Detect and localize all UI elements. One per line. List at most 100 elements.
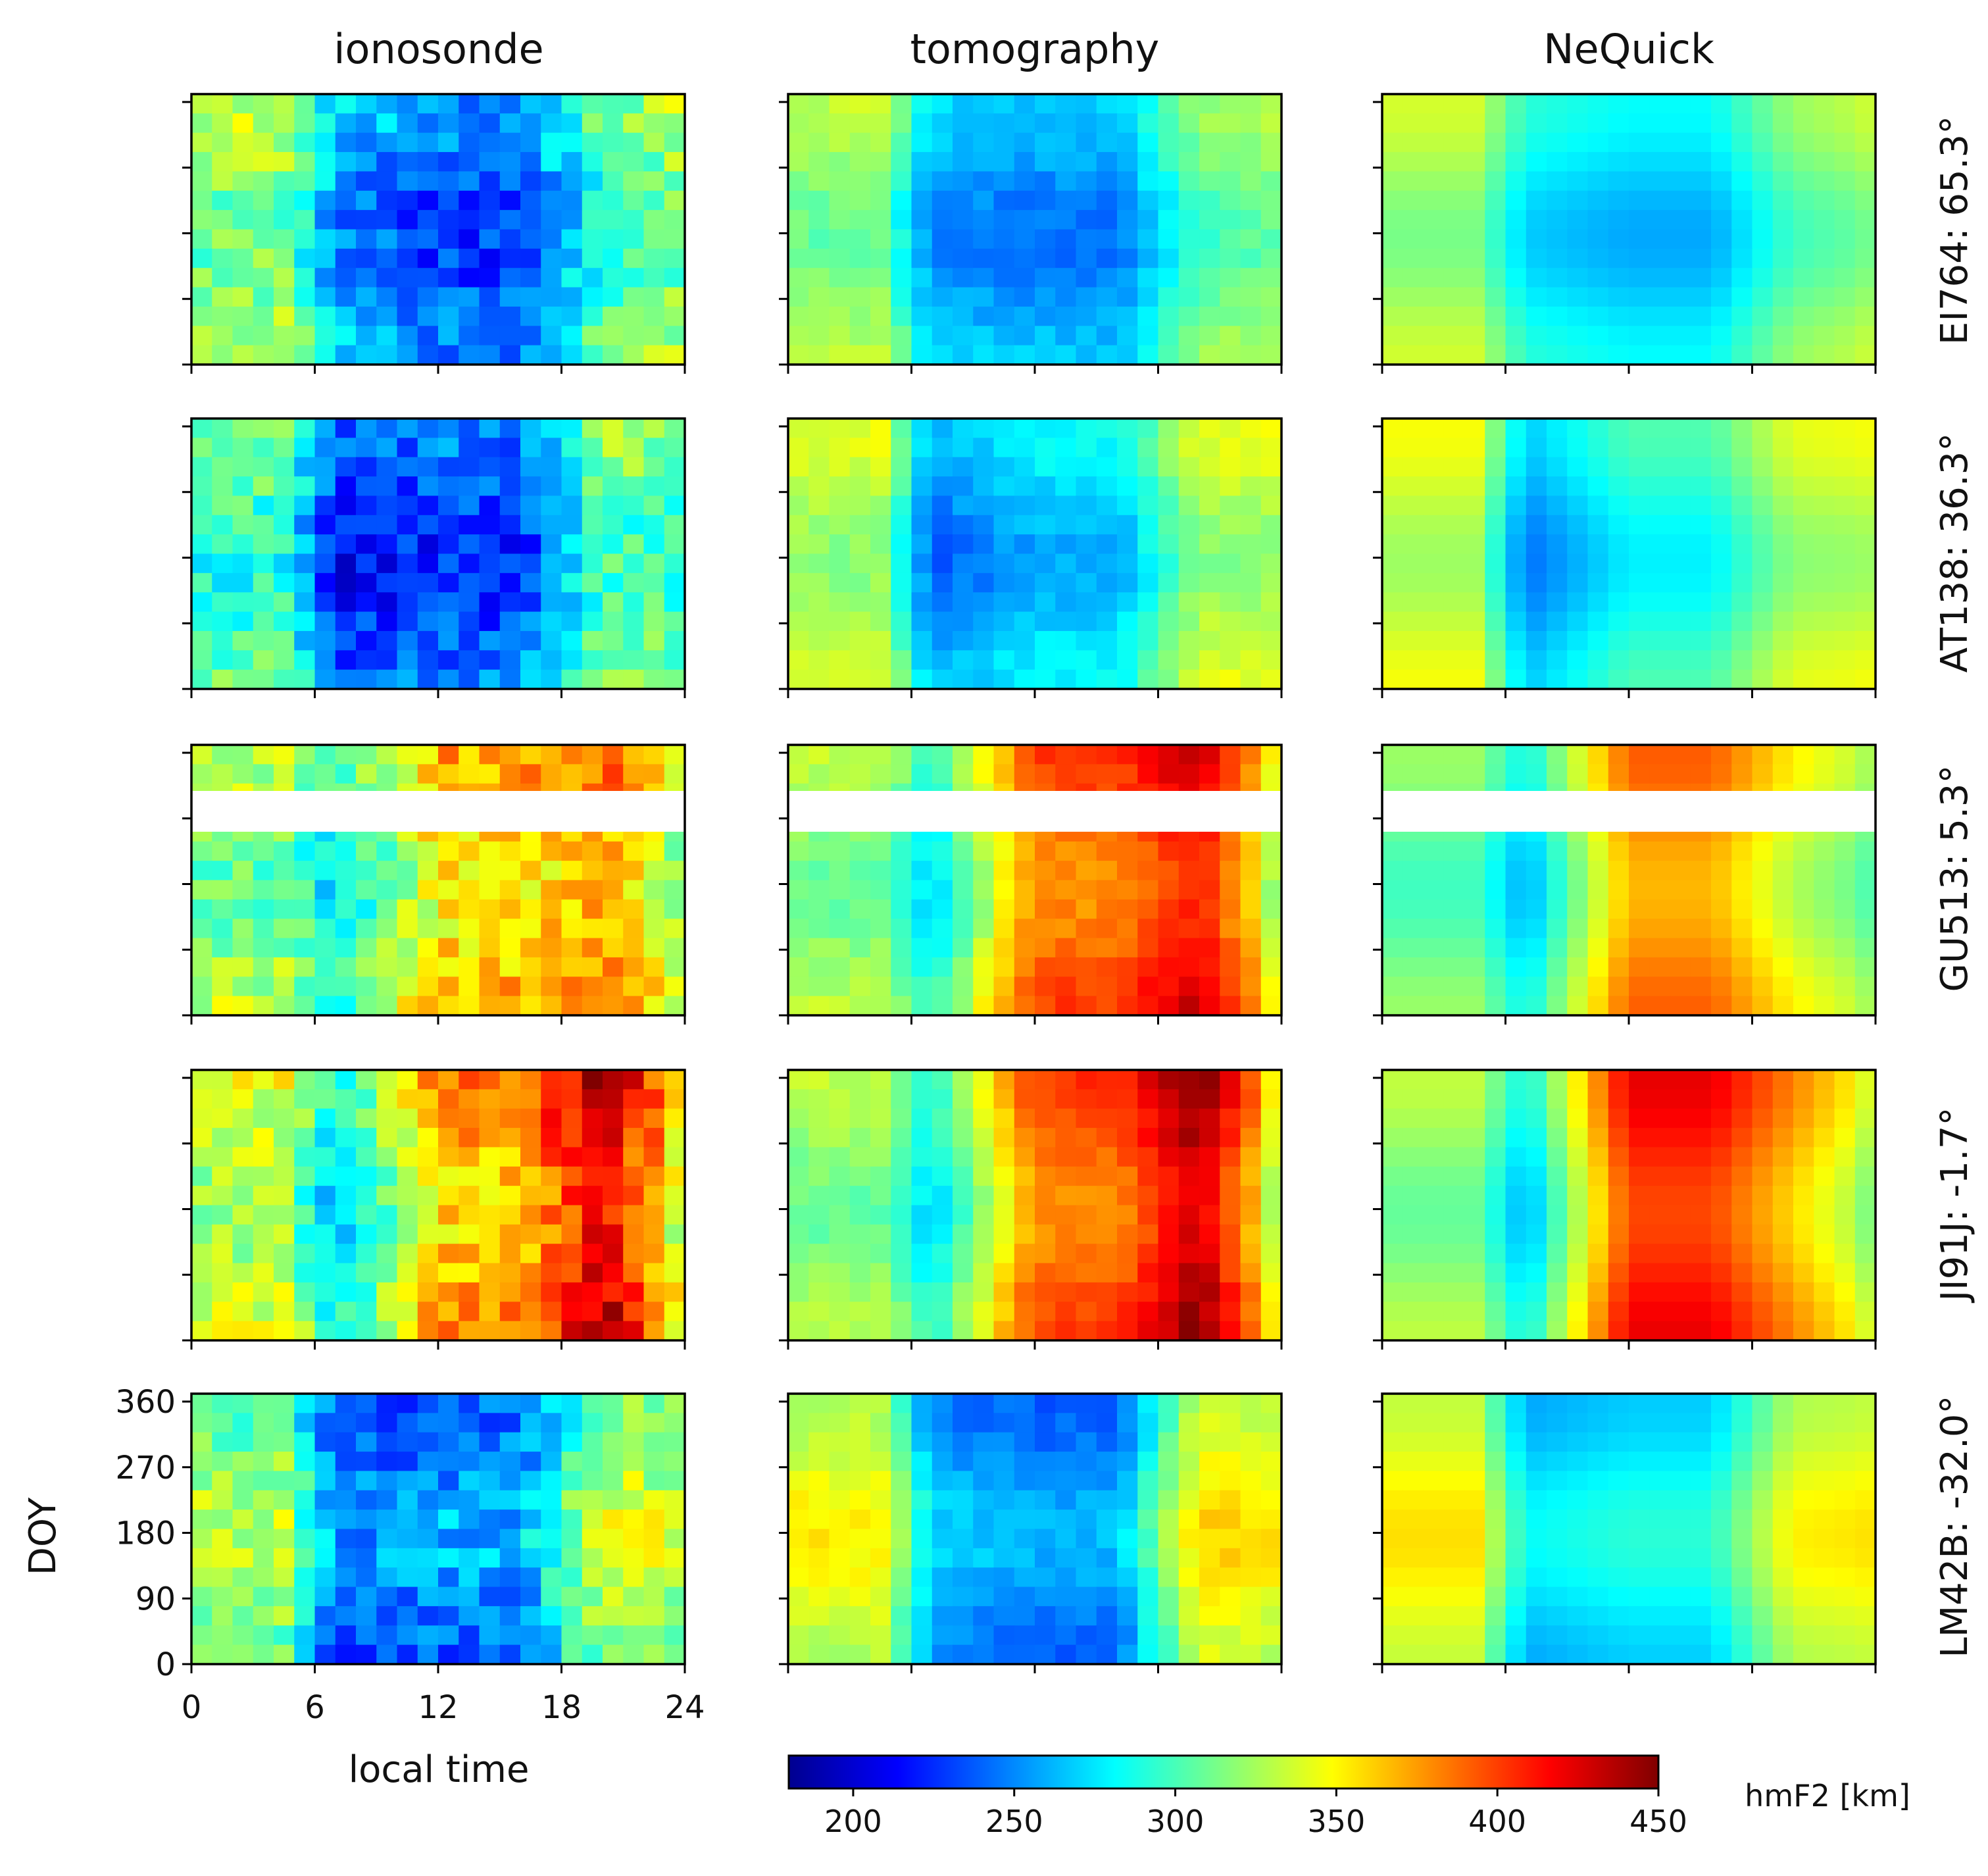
heatmap-cell — [376, 1186, 398, 1206]
heatmap-cell — [232, 996, 254, 1016]
heatmap-cell — [191, 630, 213, 651]
heatmap-cell — [1035, 229, 1056, 249]
heatmap-cell — [1526, 841, 1547, 861]
heatmap-cell — [643, 229, 665, 249]
heatmap-cell — [294, 1070, 316, 1090]
heatmap-cell — [1055, 171, 1077, 191]
heatmap-cell — [911, 1166, 933, 1186]
heatmap-cell — [1137, 976, 1159, 997]
heatmap-cell — [603, 1394, 624, 1414]
heatmap-cell — [1035, 495, 1056, 516]
heatmap-cell — [1240, 611, 1262, 632]
heatmap-cell — [335, 650, 357, 671]
heatmap-cell — [1608, 976, 1629, 997]
heatmap-cell — [808, 1205, 830, 1225]
heatmap-cell — [1178, 171, 1200, 191]
heatmap-cell — [212, 1070, 234, 1090]
heatmap-cell — [891, 495, 912, 516]
heatmap-cell — [335, 306, 357, 327]
heatmap-cell — [1608, 1263, 1629, 1283]
heatmap-cell — [232, 113, 254, 134]
heatmap-cell — [1035, 938, 1056, 958]
heatmap-cell — [314, 229, 336, 249]
heatmap-cell — [1464, 287, 1486, 307]
heatmap-cell — [1485, 1321, 1506, 1341]
heatmap-cell — [891, 1452, 912, 1472]
heatmap-cell — [582, 1186, 603, 1206]
heatmap-cell — [1014, 1586, 1035, 1607]
heatmap-cell — [1240, 1302, 1262, 1322]
heatmap-cell — [1505, 669, 1527, 690]
heatmap-cell — [1834, 764, 1856, 784]
heatmap-cell — [1240, 113, 1262, 134]
heatmap-cell — [664, 919, 685, 939]
heatmap-cell — [438, 996, 460, 1016]
heatmap-cell — [911, 1394, 933, 1414]
heatmap-cell — [479, 1089, 501, 1109]
heatmap-cell — [1137, 287, 1159, 307]
heatmap-cell — [1690, 1089, 1712, 1109]
heatmap-cell — [1505, 534, 1527, 555]
heatmap-cell — [274, 1147, 295, 1167]
heatmap-cell — [808, 1108, 830, 1128]
heatmap-cell — [459, 476, 480, 497]
heatmap-cell — [1443, 1128, 1465, 1148]
heatmap-cell — [993, 957, 1015, 978]
heatmap-cell — [1752, 457, 1774, 477]
heatmap-cell — [1814, 1186, 1835, 1206]
heatmap-cell — [973, 1282, 995, 1303]
heatmap-cell — [993, 438, 1015, 458]
heatmap-cell — [561, 476, 583, 497]
heatmap-cell — [849, 899, 871, 920]
heatmap-cell — [891, 152, 912, 172]
heatmap-cell — [1096, 1070, 1118, 1090]
heatmap-cell — [664, 592, 685, 613]
heatmap-cell — [376, 1413, 398, 1433]
heatmap-cell — [1035, 1321, 1056, 1341]
heatmap-cell — [582, 457, 603, 477]
heatmap-cell — [1055, 457, 1077, 477]
heatmap-cell — [1260, 1548, 1282, 1569]
heatmap-cell — [1814, 132, 1835, 153]
heatmap-cell — [232, 611, 254, 632]
heatmap-cell — [1547, 1224, 1568, 1245]
heatmap-cell — [459, 1529, 480, 1549]
heatmap-cell — [541, 841, 562, 861]
heatmap-cell — [1854, 306, 1876, 327]
heatmap-cell — [1076, 764, 1097, 784]
heatmap-cell — [1547, 976, 1568, 997]
heatmap-cell — [1117, 1413, 1139, 1433]
heatmap-cell — [1443, 457, 1465, 477]
heatmap-cell — [499, 1548, 521, 1569]
heatmap-cell — [1711, 1282, 1733, 1303]
heatmap-cell — [212, 1529, 234, 1549]
heatmap-cell — [335, 919, 357, 939]
heatmap-cell — [788, 229, 810, 249]
heatmap-cell — [582, 1548, 603, 1569]
heatmap-cell — [664, 1089, 685, 1109]
heatmap-cell — [870, 1263, 892, 1283]
heatmap-cell — [438, 1070, 460, 1090]
heatmap-cell — [1547, 94, 1568, 114]
heatmap-cell — [1199, 326, 1221, 346]
heatmap-cell — [1526, 919, 1547, 939]
heatmap-cell — [438, 1490, 460, 1510]
heatmap-cell — [870, 572, 892, 594]
heatmap-cell — [253, 268, 274, 288]
heatmap-cell — [973, 248, 995, 269]
heatmap-cell — [891, 764, 912, 784]
heatmap-cell — [1711, 841, 1733, 861]
heatmap-cell — [191, 1321, 213, 1341]
heatmap-cell — [479, 841, 501, 861]
heatmap-cell — [191, 592, 213, 613]
heatmap-cell — [603, 1509, 624, 1530]
heatmap-cell — [1055, 957, 1077, 978]
heatmap-cell — [788, 210, 810, 230]
heatmap-cell — [1220, 919, 1241, 939]
heatmap-cell — [191, 132, 213, 153]
heatmap-cell — [1629, 515, 1651, 535]
heatmap-cell — [623, 572, 645, 594]
heatmap-cell — [993, 476, 1015, 497]
heatmap-cell — [1464, 1070, 1486, 1090]
heatmap-cell — [356, 1166, 378, 1186]
